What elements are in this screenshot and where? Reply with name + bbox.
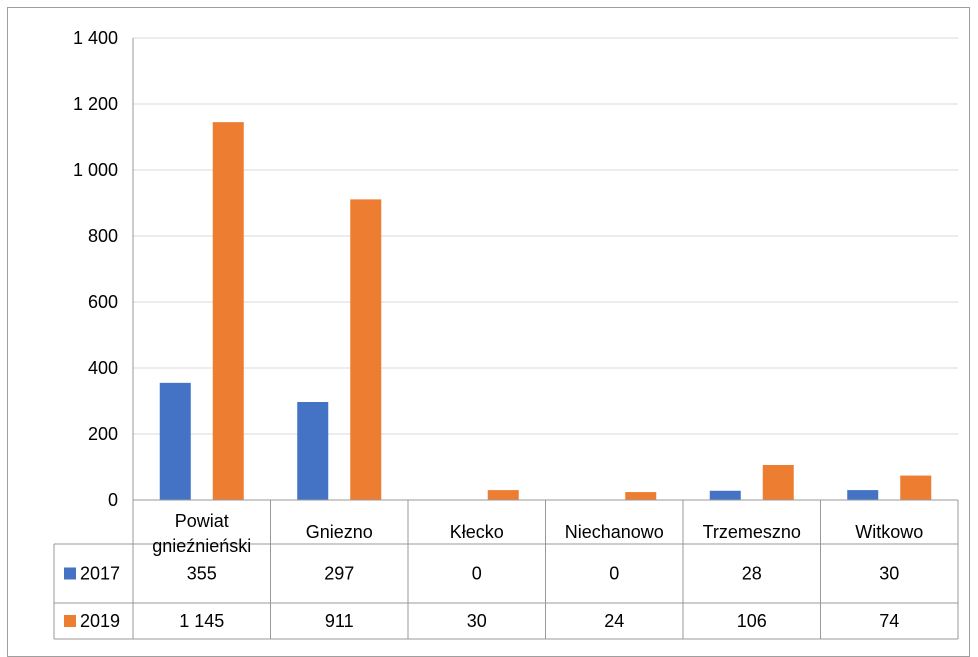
bar-2017-1 — [297, 401, 329, 500]
category-label: Powiat — [175, 511, 229, 531]
data-label: 0 — [609, 564, 619, 584]
data-label: 30 — [467, 611, 487, 631]
y-tick-label: 0 — [108, 490, 118, 510]
bar-2019-2 — [487, 490, 519, 500]
category-label: Witkowo — [855, 522, 923, 542]
category-label: Gniezno — [306, 522, 373, 542]
data-label: 297 — [324, 564, 354, 584]
category-label: Kłecko — [450, 522, 504, 542]
category-label: Niechanowo — [565, 522, 664, 542]
bar-2019-5 — [900, 475, 932, 500]
category-label: gnieźnieński — [152, 536, 251, 556]
bar-2017-4 — [709, 490, 741, 500]
data-label: 24 — [604, 611, 624, 631]
legend-key-2017 — [64, 567, 76, 580]
bar-2019-0 — [212, 122, 244, 501]
data-label: 30 — [879, 564, 899, 584]
y-tick-label: 200 — [88, 424, 118, 444]
category-label: Trzemeszno — [703, 522, 801, 542]
data-label: 1 145 — [179, 611, 224, 631]
data-label: 355 — [187, 564, 217, 584]
bar-2019-4 — [762, 465, 794, 500]
y-tick-label: 1 200 — [73, 94, 118, 114]
legend-key-2019 — [64, 615, 76, 627]
y-tick-label: 1 000 — [73, 160, 118, 180]
y-tick-label: 1 400 — [73, 28, 118, 48]
bar-2017-0 — [159, 382, 191, 500]
series-label: 2019 — [80, 611, 120, 631]
data-label: 106 — [737, 611, 767, 631]
data-label: 911 — [325, 611, 354, 631]
series-label: 2017 — [80, 564, 120, 584]
y-tick-label: 800 — [88, 226, 118, 246]
bar-2019-1 — [350, 199, 382, 500]
data-label: 28 — [742, 564, 762, 584]
chart-frame — [7, 7, 970, 657]
y-tick-label: 600 — [88, 292, 118, 312]
data-label: 0 — [472, 564, 482, 584]
data-label: 74 — [879, 611, 899, 631]
bar-2019-3 — [625, 492, 657, 500]
bar-2017-5 — [847, 490, 879, 500]
y-tick-label: 400 — [88, 358, 118, 378]
